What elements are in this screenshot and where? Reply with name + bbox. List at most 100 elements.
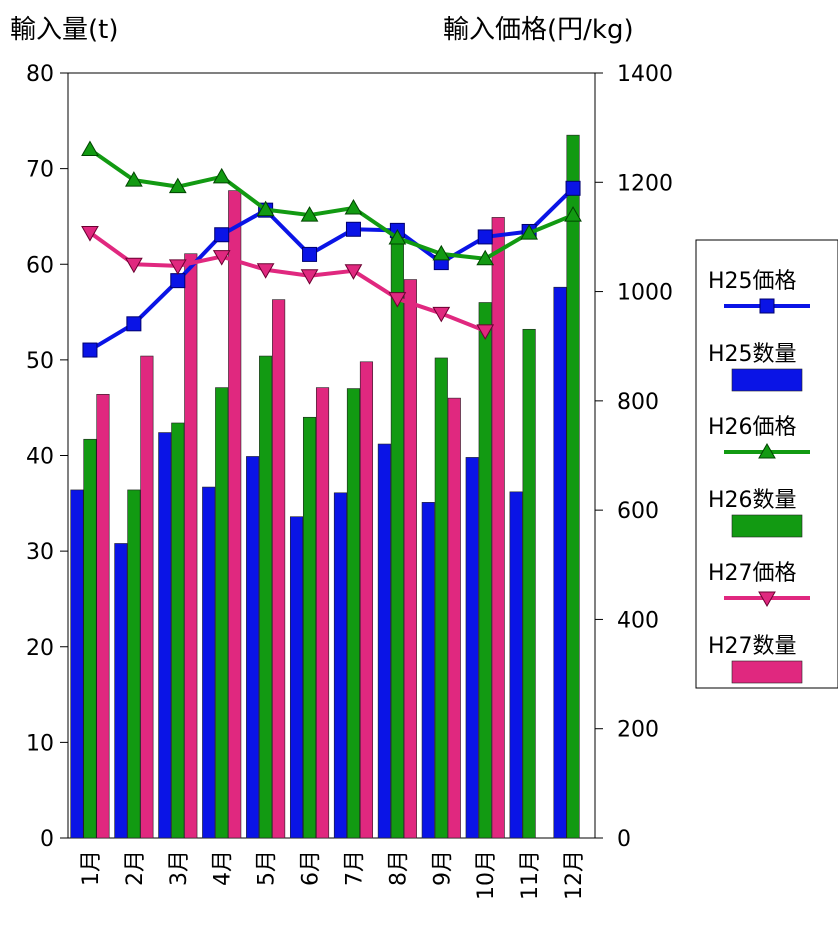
category-label: 1月 <box>79 850 104 886</box>
point <box>520 224 538 240</box>
point <box>388 292 407 308</box>
point <box>82 342 98 358</box>
category-label: 11月 <box>518 850 543 900</box>
bar <box>465 457 479 839</box>
point <box>126 316 142 332</box>
bar <box>259 355 273 839</box>
legend-label: H25価格 <box>708 269 797 294</box>
bar <box>215 387 229 839</box>
legend-box <box>695 239 838 689</box>
series-line <box>88 230 486 333</box>
point <box>477 229 493 245</box>
legend-label: H26数量 <box>708 488 797 513</box>
point <box>81 140 99 156</box>
point <box>344 264 363 280</box>
bar <box>421 502 435 839</box>
category-label: 6月 <box>299 850 324 886</box>
point <box>759 298 775 314</box>
bar <box>377 443 391 839</box>
point <box>81 226 99 242</box>
point <box>758 591 776 608</box>
right-tick-label: 1400 <box>617 62 673 87</box>
bar <box>566 134 580 839</box>
point <box>170 273 186 289</box>
point <box>168 259 187 275</box>
point <box>476 249 495 266</box>
left-axis-title: 輸入量(t) <box>10 15 118 45</box>
axes-layer <box>60 72 603 839</box>
left-tick-label: 20 <box>26 636 54 661</box>
point <box>345 221 361 237</box>
bar <box>272 299 286 839</box>
category-label: 9月 <box>430 850 455 886</box>
right-axis-title: 輸入価格(円/kg) <box>443 15 634 45</box>
bar <box>96 393 110 839</box>
bar <box>478 302 492 839</box>
point <box>302 246 318 262</box>
left-tick-label: 50 <box>26 349 54 374</box>
category-label: 3月 <box>167 850 192 886</box>
left-tick-label: 10 <box>26 731 54 756</box>
category-label: 12月 <box>562 850 587 900</box>
bar <box>289 516 304 839</box>
bar <box>302 416 317 839</box>
bar <box>491 217 505 839</box>
category-label: 2月 <box>123 850 148 886</box>
bar <box>522 328 536 839</box>
category-label: 10月 <box>474 850 499 900</box>
bar <box>83 438 97 839</box>
point <box>125 171 143 187</box>
point <box>564 206 582 222</box>
right-tick-label: 0 <box>617 827 631 852</box>
bar <box>171 422 185 839</box>
point <box>344 198 363 215</box>
bar <box>390 235 404 839</box>
legend-swatch <box>731 660 803 684</box>
right-tick-label: 400 <box>617 608 659 633</box>
bar <box>509 491 523 839</box>
bar <box>127 489 141 839</box>
bar <box>184 253 198 839</box>
legend-swatch <box>731 514 803 538</box>
bar <box>359 361 374 839</box>
bar <box>553 286 567 839</box>
point <box>300 269 319 285</box>
bar <box>202 486 216 839</box>
bar <box>114 543 128 839</box>
point <box>432 306 451 323</box>
bar <box>403 279 417 839</box>
legend-label: H26価格 <box>708 415 797 440</box>
legend-label: H27数量 <box>708 634 797 659</box>
bar <box>434 357 448 839</box>
left-tick-label: 80 <box>26 62 54 87</box>
point <box>125 257 143 274</box>
right-tick-label: 200 <box>617 718 659 743</box>
legend: H25価格 H25数量 H26価格 H26数量 H27価格 H27数量 <box>695 239 838 689</box>
right-tick-label: 600 <box>617 499 659 524</box>
bar <box>70 489 84 839</box>
bars-layer <box>70 134 580 839</box>
point <box>256 263 275 279</box>
point <box>256 200 275 217</box>
bar <box>447 397 461 839</box>
bar <box>346 388 361 839</box>
point <box>432 244 451 261</box>
category-label: 7月 <box>342 850 367 886</box>
bar <box>140 355 154 839</box>
labels-layer: 0102030405060708002004006008001000120014… <box>26 62 673 900</box>
legend-swatch <box>731 368 803 392</box>
right-tick-label: 1200 <box>617 171 673 196</box>
point <box>388 229 407 245</box>
series-line <box>88 147 574 261</box>
category-label: 5月 <box>255 850 280 886</box>
left-tick-label: 0 <box>40 827 54 852</box>
bar <box>246 456 260 839</box>
left-tick-label: 70 <box>26 158 54 183</box>
bar <box>315 387 330 839</box>
right-tick-label: 1000 <box>617 281 673 306</box>
point <box>758 442 776 459</box>
point <box>214 227 230 243</box>
bar <box>333 492 348 839</box>
